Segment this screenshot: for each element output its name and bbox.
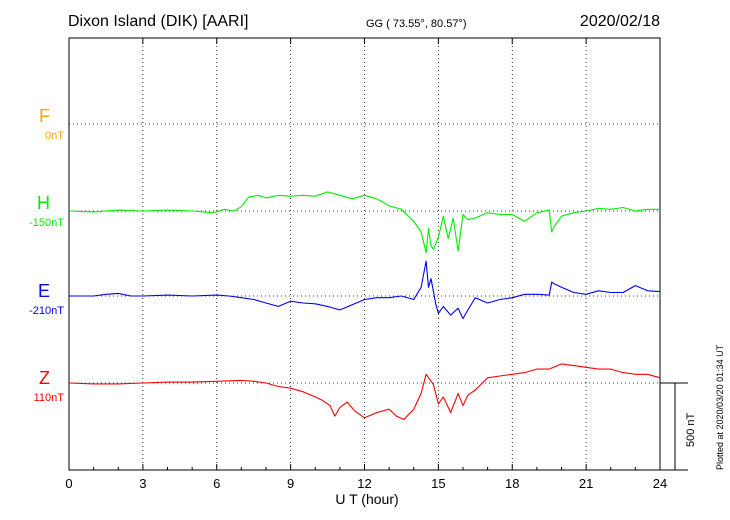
scale-bar: 500 nT (660, 382, 697, 471)
x-tick-label: 12 (357, 476, 371, 491)
x-tick-label: 18 (505, 476, 519, 491)
series-e-line (69, 260, 661, 320)
grid (142, 38, 587, 470)
series-h-name: H (37, 193, 50, 213)
series-e-baseline: -210nT (29, 305, 64, 317)
x-tick-label: 9 (287, 476, 294, 491)
scale-bar-label: 500 nT (685, 412, 697, 447)
x-tick-label: 15 (431, 476, 445, 491)
station-coordinates: GG ( 73.55°, 80.57°) (366, 18, 467, 30)
x-axis-ticks: 0 3 6 9 12 15 18 21 24 (65, 38, 667, 491)
plot-timestamp: Plotted at 2020/03/20 01:34 UT (715, 344, 725, 470)
series-h-line (68, 191, 660, 254)
x-tick-label: 0 (65, 476, 72, 491)
station-title: Dixon Island (DIK) [AARI] (68, 13, 249, 30)
series-f-baseline: 0nT (45, 130, 64, 142)
series-z-name: Z (39, 368, 50, 388)
series-f-name: F (39, 106, 50, 126)
series-z-line (68, 363, 661, 421)
x-tick-label: 3 (139, 476, 146, 491)
baselines (69, 123, 660, 384)
x-axis-label: U T (hour) (335, 491, 398, 507)
x-tick-label: 6 (213, 476, 220, 491)
series-h-baseline: -150nT (29, 217, 64, 229)
x-tick-label: 24 (653, 476, 667, 491)
series-z-baseline: 110nT (33, 392, 64, 404)
plot-date: 2020/02/18 (579, 13, 660, 30)
x-tick-label: 21 (579, 476, 593, 491)
series-e-name: E (37, 281, 50, 301)
series-lines (68, 191, 661, 421)
